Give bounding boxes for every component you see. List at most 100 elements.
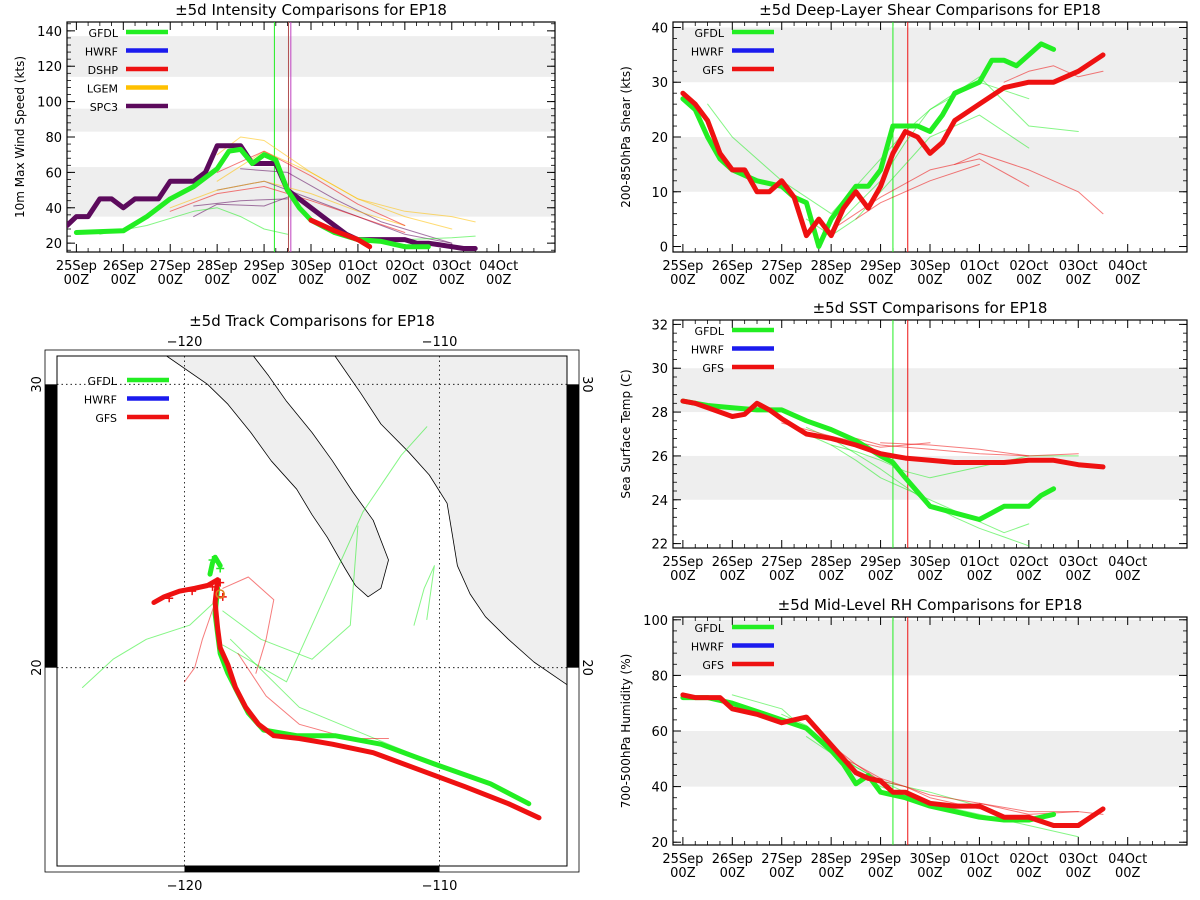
x-tick-label-time: 00Z — [720, 569, 746, 584]
series-line-spc3-thin — [193, 198, 288, 207]
legend-label: LGEM — [87, 83, 118, 96]
series-line-gfdl-main — [680, 41, 1057, 249]
x-tick-label-time: 00Z — [868, 569, 894, 584]
legend-label: GFDL — [88, 375, 118, 388]
x-tick-label-date: 03Oct — [1059, 259, 1098, 274]
longitude-label-top: −120 — [167, 335, 203, 350]
x-tick-label-date: 29Sep — [860, 555, 901, 570]
x-tick-label-time: 00Z — [917, 866, 943, 881]
y-axis-label: Sea Surface Temp (C) — [619, 369, 633, 498]
chart-title: ±5d Track Comparisons for EP18 — [189, 312, 435, 330]
y-tick-label: 30 — [651, 362, 668, 377]
x-tick-label-date: 29Sep — [860, 259, 901, 274]
y-axis-label: 700-500hPa Humidity (%) — [619, 654, 633, 809]
x-tick-label-date: 28Sep — [811, 852, 852, 867]
x-tick-label-time: 00Z — [769, 273, 795, 288]
series-line-dshp-main — [308, 217, 373, 250]
x-tick-label-date: 27Sep — [761, 259, 802, 274]
x-tick-label-time: 00Z — [967, 273, 993, 288]
x-tick-label-date: 29Sep — [244, 259, 285, 274]
x-tick-label-time: 00Z — [868, 866, 894, 881]
legend-label: HWRF — [691, 46, 724, 59]
x-tick-label-date: 02Oct — [1009, 259, 1048, 274]
legend-label: HWRF — [84, 394, 117, 407]
series-line-gfs-thin — [855, 437, 1030, 457]
legend-label: HWRF — [85, 46, 118, 59]
y-tick-label: 80 — [651, 669, 668, 684]
y-tick-label: 60 — [651, 725, 668, 740]
chart-title: ±5d Deep-Layer Shear Comparisons for EP1… — [759, 1, 1101, 19]
legend-label: HWRF — [691, 344, 724, 357]
y-tick-label: 20 — [651, 836, 668, 851]
x-tick-label-time: 00Z — [967, 866, 993, 881]
x-tick-label-date: 02Oct — [1009, 852, 1048, 867]
x-tick-label-date: 25Sep — [662, 259, 703, 274]
gfs-position-marker — [188, 587, 197, 596]
x-tick-label-date: 27Sep — [150, 259, 191, 274]
x-tick-label-time: 00Z — [1115, 569, 1141, 584]
y-tick-label: 32 — [651, 318, 668, 333]
x-tick-label-time: 00Z — [1016, 569, 1042, 584]
shaded-band — [673, 368, 1187, 413]
legend-label: GFDL — [695, 27, 725, 40]
x-tick-label-date: 28Sep — [811, 259, 852, 274]
x-tick-label-time: 00Z — [158, 273, 184, 288]
chart-title: ±5d SST Comparisons for EP18 — [813, 299, 1048, 317]
x-tick-label-date: 30Sep — [909, 555, 950, 570]
x-tick-label-time: 00Z — [670, 273, 696, 288]
series-line-gfdl-thin — [805, 433, 1030, 534]
y-tick-label: 22 — [651, 538, 668, 553]
x-tick-label-date: 01Oct — [960, 555, 999, 570]
x-tick-label-date: 03Oct — [1059, 852, 1098, 867]
series-line-gfdl-thin — [99, 207, 288, 235]
x-tick-label-date: 01Oct — [960, 852, 999, 867]
y-tick-label: 120 — [37, 60, 62, 75]
track-gfdl-thin — [413, 565, 435, 626]
y-tick-label: 26 — [651, 450, 668, 465]
latitude-label-left: 20 — [30, 659, 45, 676]
x-tick-label-date: 02Oct — [385, 259, 424, 274]
x-tick-label-time: 00Z — [439, 273, 465, 288]
series-line-gfdl-main — [680, 695, 1057, 823]
x-tick-label-time: 00Z — [818, 273, 844, 288]
x-tick-label-time: 00Z — [670, 569, 696, 584]
x-tick-label-time: 00Z — [1016, 866, 1042, 881]
x-tick-label-time: 00Z — [486, 273, 512, 288]
x-tick-label-time: 00Z — [818, 569, 844, 584]
series-line-gfs-main — [680, 52, 1106, 239]
shaded-band — [67, 108, 555, 132]
series-line-gfs-thin — [1003, 65, 1104, 83]
border-segment — [45, 384, 57, 668]
series-group — [680, 41, 1106, 249]
longitude-label-bottom: −110 — [422, 879, 458, 894]
series-line-lgem-thin — [216, 150, 453, 230]
chart-track-map: ±5d Track Comparisons for EP18 −120 −120 −1… — [30, 312, 594, 894]
y-tick-label: 20 — [651, 131, 668, 146]
x-tick-label-date: 26Sep — [712, 852, 753, 867]
x-tick-label-date: 30Sep — [290, 259, 331, 274]
x-tick-label-date: 04Oct — [1108, 555, 1147, 570]
shaded-band — [673, 27, 1187, 83]
x-tick-label-date: 30Sep — [909, 259, 950, 274]
track-gfdl-thin — [82, 596, 221, 688]
series-line-gfdl-main — [680, 398, 1057, 522]
x-tick-label-date: 26Sep — [712, 555, 753, 570]
x-tick-label-time: 00Z — [818, 866, 844, 881]
series-line-gfs-thin — [954, 152, 1104, 215]
series-line-spc3-thin — [193, 196, 288, 218]
x-tick-label-time: 00Z — [967, 569, 993, 584]
x-tick-label-time: 00Z — [1115, 273, 1141, 288]
y-tick-label: 0 — [660, 241, 668, 256]
x-tick-label-time: 00Z — [64, 273, 90, 288]
map-content — [57, 356, 567, 866]
x-tick-label-date: 28Sep — [811, 555, 852, 570]
legend-label: GFS — [702, 64, 724, 77]
y-tick-label: 100 — [643, 614, 668, 629]
x-tick-label-date: 04Oct — [1108, 852, 1147, 867]
x-tick-label-time: 00Z — [720, 866, 746, 881]
series-line-gfs-main — [680, 398, 1106, 470]
x-tick-label-date: 28Sep — [197, 259, 238, 274]
y-tick-label: 24 — [651, 494, 668, 509]
legend-label: HWRF — [691, 641, 724, 654]
